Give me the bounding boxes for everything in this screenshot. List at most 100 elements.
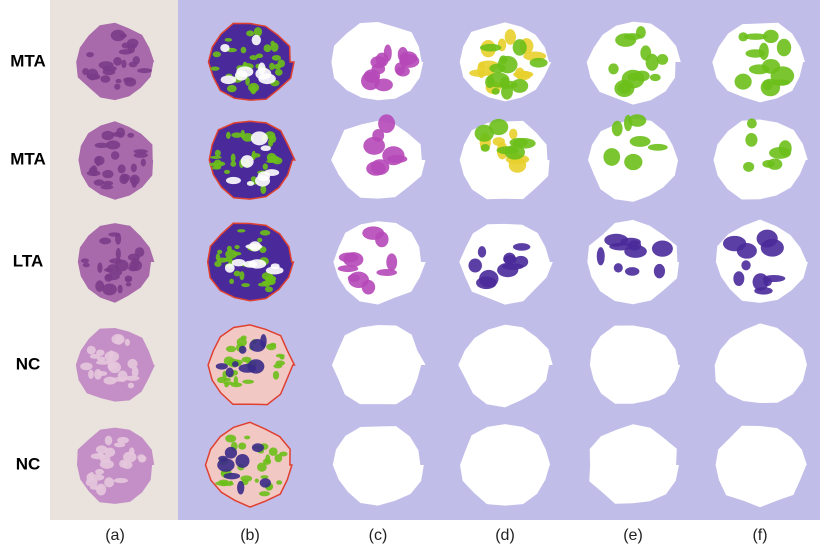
patch [266,344,276,351]
patch [763,277,772,286]
patch [80,362,92,370]
patch [105,436,113,446]
patch [513,39,527,56]
patch [102,131,114,141]
patch [225,263,235,272]
patch [241,475,253,481]
patch [735,74,752,90]
patch [274,64,282,70]
patch [480,44,501,52]
patch [99,238,111,245]
patch [612,121,623,137]
patch [269,63,274,70]
patch [226,132,231,139]
column-label: (a) [105,527,125,544]
patch [131,163,137,172]
patch [604,234,628,247]
patch [99,61,114,69]
patch [225,435,236,443]
patch [275,360,285,365]
column-label: (e) [623,527,643,544]
patch [248,83,259,92]
patch [265,278,276,285]
patch [234,271,241,277]
patch [106,273,120,280]
patch [227,246,232,252]
patch [743,162,754,172]
patch [362,280,376,295]
patch [249,259,266,268]
patch [237,229,245,232]
patch [94,179,105,185]
patch [260,478,271,487]
patch [274,454,282,462]
patch [624,154,642,170]
patch [339,253,359,263]
patch [102,170,113,178]
patch [86,52,94,57]
patch [387,155,407,163]
patch [763,30,779,43]
patch [230,161,236,167]
patch [224,383,228,388]
patch [224,170,230,174]
patch [657,54,668,65]
patch [259,491,270,496]
patch [210,67,219,71]
patch [227,85,237,92]
patch [95,280,104,291]
patch [237,481,244,495]
patch [239,271,244,280]
patch [276,480,282,485]
patch [603,148,620,166]
patch [103,377,116,385]
patch [779,140,792,156]
patch [215,150,221,157]
patch [268,139,273,147]
patch [260,230,270,236]
patch [269,447,278,456]
patch [258,171,270,181]
row-label: NC [16,354,41,373]
patch [249,55,257,60]
patch [216,363,228,369]
patch [83,263,90,268]
patch [134,149,148,153]
patch [252,443,264,452]
column-label: (d) [495,527,515,544]
patch [654,264,665,278]
row-label: LTA [13,251,44,270]
patch [252,35,261,45]
patch [255,478,259,482]
patch [96,445,108,453]
patch [89,472,94,477]
patch [86,478,98,486]
patch [723,236,746,251]
row-label: NC [16,454,41,473]
patch [104,477,114,487]
patch [500,77,509,90]
patch [121,174,130,182]
patch [266,267,284,275]
patch [87,346,96,355]
patch [749,64,770,74]
patch [226,177,241,184]
page: MTAMTALTANCNC(a)(b)(c)(d)(e)(f) (() => {… [0,0,820,550]
patch [530,58,548,68]
patch [492,88,500,95]
patch [763,80,773,90]
patch [235,454,249,468]
patch [771,79,790,85]
patch [118,370,128,382]
patch [219,482,228,486]
patch [652,240,673,256]
patch [216,253,220,261]
patch [481,144,490,152]
patch [137,68,152,73]
patch [119,49,132,54]
patch [89,167,97,175]
patch [235,70,248,80]
patch [398,47,408,62]
patch [88,370,94,379]
patch [97,262,102,273]
